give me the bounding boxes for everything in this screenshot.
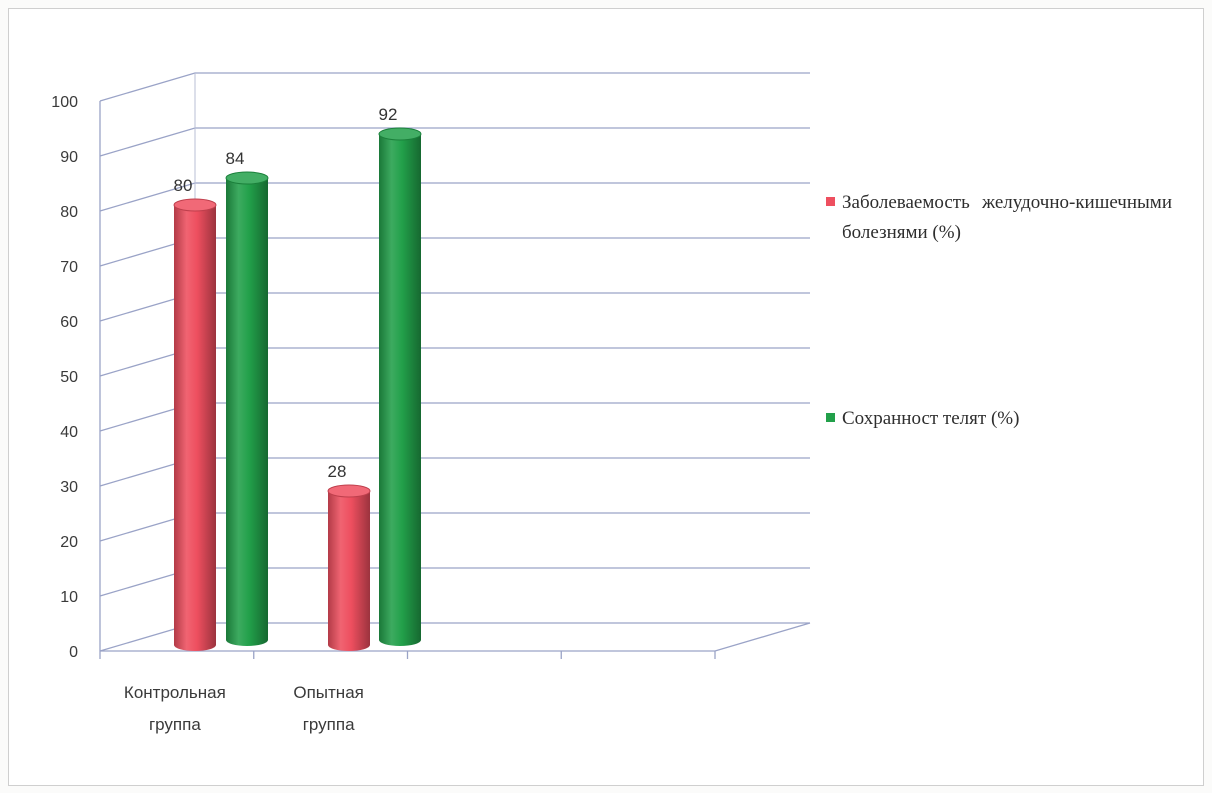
legend-label-incidence: Заболеваемость желудочно-кишечными болез…	[842, 192, 1172, 243]
bar-body	[174, 205, 216, 651]
y-tick-label: 50	[60, 369, 78, 386]
legend-label-survival: Сохранност телят (%)	[842, 408, 1020, 429]
y-tick-label: 20	[60, 534, 78, 551]
bar-0-0	[173, 198, 217, 651]
y-tick-label: 100	[51, 94, 78, 111]
bar-body	[328, 491, 370, 651]
y-tick-label: 30	[60, 479, 78, 496]
y-tick-label: 60	[60, 314, 78, 331]
category-label: группа	[149, 715, 201, 734]
bar-body	[379, 134, 421, 646]
data-label: 80	[174, 176, 193, 195]
bar-1-1	[378, 127, 422, 646]
bar-top	[327, 484, 371, 498]
bar-top	[173, 198, 217, 212]
y-tick-label: 10	[60, 589, 78, 606]
bar-1-0	[327, 484, 371, 651]
category-label: Контрольная	[124, 683, 226, 702]
bar-0-1	[225, 171, 269, 646]
y-tick-label: 40	[60, 424, 78, 441]
legend-swatch-survival	[826, 413, 835, 422]
y-tick-label: 80	[60, 204, 78, 221]
bar-body	[226, 178, 268, 646]
bar-top	[378, 127, 422, 141]
bar-top	[225, 171, 269, 185]
data-label: 84	[226, 149, 245, 168]
data-label: 92	[379, 105, 398, 124]
category-label: Опытная	[293, 683, 363, 702]
y-tick-label: 90	[60, 149, 78, 166]
legend-swatch-incidence	[826, 197, 835, 206]
category-label: группа	[303, 715, 355, 734]
y-tick-label: 70	[60, 259, 78, 276]
y-tick-label: 0	[69, 644, 78, 661]
data-label: 28	[328, 462, 347, 481]
